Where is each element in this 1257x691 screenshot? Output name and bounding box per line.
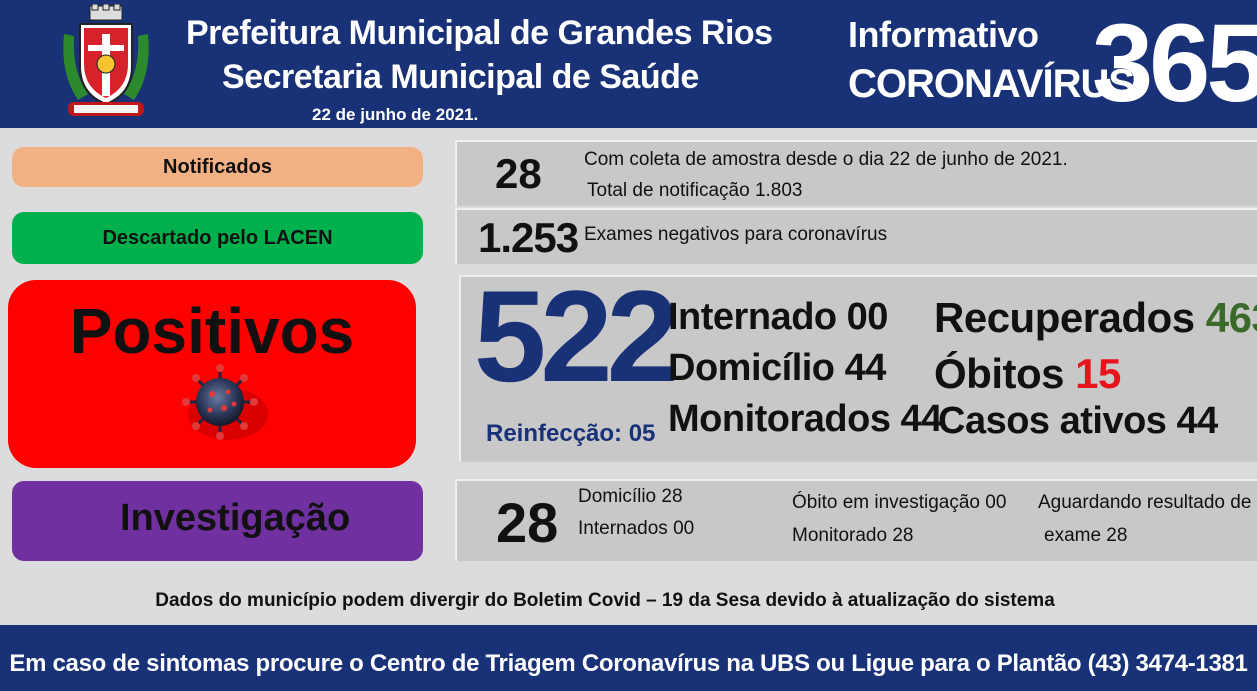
casos-ativos-stat: Casos ativos 44 <box>938 400 1218 442</box>
header-title-line2: Secretaria Municipal de Saúde <box>222 58 699 96</box>
notificados-line2: Total de notificação 1.803 <box>587 180 803 201</box>
disclaimer-text: Dados do município podem divergir do Bol… <box>155 590 1055 611</box>
recuperados-value: 463 <box>1205 294 1257 341</box>
investigacao-label: Investigação <box>120 497 351 539</box>
investigacao-value: 28 <box>496 491 559 554</box>
positivos-value: 522 <box>474 263 679 409</box>
descartado-value: 1.253 <box>478 214 579 261</box>
obitos-label: Óbitos <box>934 350 1065 397</box>
recuperados-label: Recuperados <box>934 294 1195 341</box>
positivos-pill: Positivos <box>8 280 416 468</box>
obitos-stat: Óbitos 15 <box>934 350 1121 398</box>
investigacao-panel <box>455 479 1257 561</box>
notificados-panel <box>455 140 1257 206</box>
reinfeccao-text: Reinfecção: 05 <box>486 420 656 447</box>
investigacao-obito: Óbito em investigação 00 <box>792 492 1007 513</box>
header-title-line1: Prefeitura Municipal de Grandes Rios <box>186 14 773 52</box>
internado-stat: Internado 00 <box>668 296 888 338</box>
recuperados-stat: Recuperados 463 <box>934 294 1257 342</box>
descartado-pill: Descartado pelo LACEN <box>12 212 423 264</box>
descartado-panel <box>455 208 1257 264</box>
notificados-value: 28 <box>495 150 542 197</box>
investigacao-internados: Internados 00 <box>578 518 695 539</box>
investigacao-domicilio: Domicílio 28 <box>578 486 683 507</box>
info-title: Informativo <box>848 14 1039 55</box>
issue-number: 365 <box>1092 2 1257 125</box>
footer-text: Em caso de sintomas procure o Centro de … <box>9 650 1248 677</box>
footer-bar <box>0 625 1257 691</box>
domicilio-stat: Domicílio 44 <box>668 347 886 389</box>
municipal-coat-of-arms-icon <box>63 4 149 116</box>
notificados-line1: Com coleta de amostra desde o dia 22 de … <box>584 149 1068 170</box>
header-date: 22 de junho de 2021. <box>312 105 479 124</box>
positivos-panel <box>459 275 1257 462</box>
coronavirus-icon <box>182 364 268 440</box>
investigacao-pill: Investigação <box>12 481 423 561</box>
investigacao-aguardando-line2: exame 28 <box>1044 525 1128 546</box>
obitos-value: 15 <box>1075 350 1121 397</box>
notificados-pill: Notificados <box>12 147 423 187</box>
investigacao-monitorado: Monitorado 28 <box>792 525 914 546</box>
info-subtitle: CORONAVÍRUS <box>848 62 1135 106</box>
investigacao-aguardando-line1: Aguardando resultado de <box>1038 492 1252 513</box>
descartado-text: Exames negativos para coronavírus <box>584 224 888 245</box>
monitorados-stat: Monitorados 44 <box>668 398 942 440</box>
positivos-label: Positivos <box>69 295 355 367</box>
header-bar <box>0 0 1257 128</box>
